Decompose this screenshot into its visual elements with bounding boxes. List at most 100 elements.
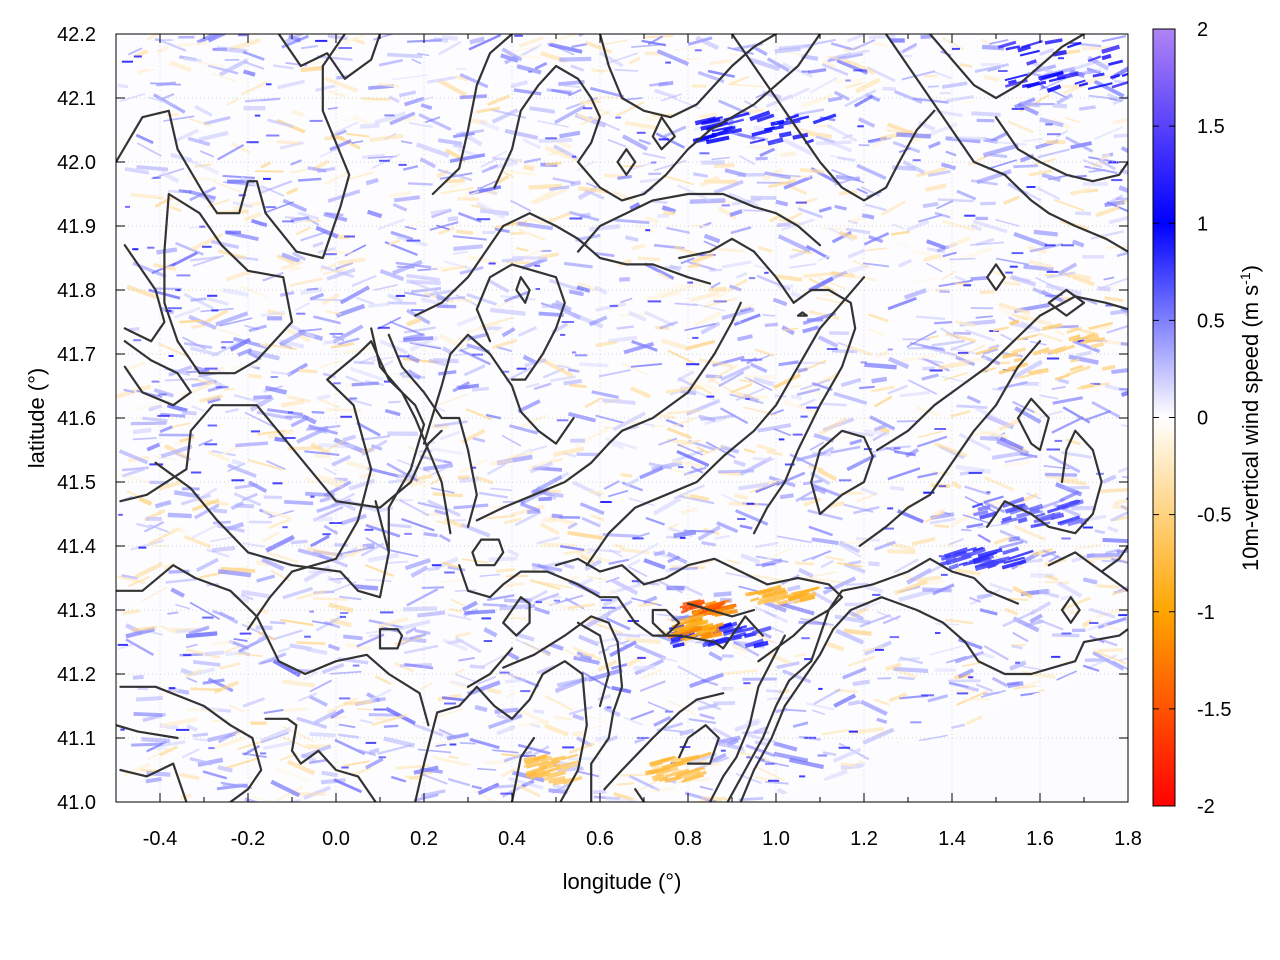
wind-speckle xyxy=(1014,406,1042,424)
wind-speckle xyxy=(295,226,311,236)
wind-speckle xyxy=(563,563,575,570)
wind-speckle xyxy=(136,68,148,75)
wind-speckle xyxy=(360,123,380,129)
wind-speckle xyxy=(156,81,177,87)
wind-speckle xyxy=(692,302,726,312)
wind-speckle xyxy=(834,204,847,211)
wind-speckle xyxy=(486,594,515,602)
wind-speckle xyxy=(456,129,485,136)
hotspot-positive xyxy=(727,118,745,126)
wind-speckle xyxy=(1011,252,1024,255)
wind-speckle xyxy=(517,784,541,798)
wind-speckle xyxy=(654,88,677,100)
wind-speckle xyxy=(588,315,608,327)
wind-speckle xyxy=(243,105,266,111)
wind-speckle xyxy=(1013,685,1037,690)
wind-speckle xyxy=(117,643,129,646)
wind-speckle xyxy=(956,692,969,695)
wind-speckle xyxy=(203,309,229,325)
wind-speckle xyxy=(928,141,941,149)
wind-speckle xyxy=(1110,507,1128,523)
wind-speckle xyxy=(783,400,818,415)
wind-speckle xyxy=(998,70,1008,72)
wind-speckle xyxy=(441,696,465,702)
wind-speckle xyxy=(404,557,431,571)
wind-speckle xyxy=(795,561,814,566)
wind-speckle xyxy=(899,43,917,55)
wind-speckle xyxy=(286,395,312,403)
wind-speckle xyxy=(907,379,938,395)
wind-speckle xyxy=(196,34,228,45)
heatmap-field xyxy=(116,34,1128,802)
wind-speckle xyxy=(924,511,944,523)
hotspot-negative xyxy=(523,761,540,768)
wind-speckle xyxy=(467,680,501,697)
wind-speckle xyxy=(696,446,709,454)
wind-speckle xyxy=(802,311,837,325)
wind-speckle xyxy=(371,713,407,727)
wind-speckle xyxy=(650,580,669,588)
wind-speckle xyxy=(743,682,751,685)
wind-speckle xyxy=(190,255,220,262)
wind-speckle xyxy=(564,261,593,269)
hotspot-negative xyxy=(705,600,717,607)
wind-speckle xyxy=(435,743,447,747)
wind-speckle xyxy=(589,513,605,522)
wind-speckle xyxy=(760,631,772,640)
wind-speckle xyxy=(469,737,500,750)
wind-speckle xyxy=(323,467,337,476)
hotspot-positive xyxy=(1009,505,1029,515)
wind-speckle xyxy=(843,273,877,282)
wind-speckle xyxy=(394,195,421,203)
wind-speckle xyxy=(562,746,575,749)
wind-speckle xyxy=(409,633,427,640)
wind-speckle xyxy=(864,203,887,212)
wind-speckle xyxy=(630,243,646,251)
wind-speckle xyxy=(406,317,422,327)
wind-speckle xyxy=(880,200,906,217)
wind-speckle xyxy=(156,247,178,255)
colorbar-tick-label: -1 xyxy=(1197,602,1215,624)
wind-speckle xyxy=(740,358,763,362)
wind-speckle xyxy=(995,218,1020,227)
wind-speckle xyxy=(504,617,527,620)
wind-speckle xyxy=(305,744,330,748)
wind-speckle xyxy=(202,616,214,619)
x-axis-ticks: -0.4 -0.2 0.0 0.2 0.4 0.6 0.8 1.0 1.2 1.4 1.6 1.8 xyxy=(115,34,1142,850)
wind-speckle xyxy=(436,707,465,719)
wind-speckle xyxy=(351,274,377,288)
wind-speckle xyxy=(563,379,582,386)
wind-speckle xyxy=(263,708,284,714)
wind-speckle xyxy=(948,679,981,683)
wind-speckle xyxy=(676,370,695,382)
wind-speckle xyxy=(380,611,394,614)
wind-speckle xyxy=(929,644,964,656)
wind-speckle xyxy=(275,767,311,783)
wind-speckle xyxy=(535,601,543,604)
wind-speckle xyxy=(554,104,586,125)
wind-speckle xyxy=(1069,42,1082,45)
wind-speckle xyxy=(686,363,700,366)
wind-speckle xyxy=(289,266,302,271)
hotspot-negative xyxy=(787,590,809,602)
wind-speckle xyxy=(980,354,1001,366)
wind-speckle xyxy=(309,119,323,122)
x-tick-label: 1.2 xyxy=(850,828,878,850)
wind-speckle xyxy=(238,194,246,197)
hotspot-negative xyxy=(1011,347,1027,355)
wind-speckle xyxy=(231,142,251,155)
wind-speckle xyxy=(168,422,191,429)
wind-speckle xyxy=(408,121,434,128)
wind-speckle xyxy=(568,88,582,97)
wind-speckle xyxy=(577,770,600,778)
wind-speckle xyxy=(317,474,345,486)
wind-speckle xyxy=(684,322,716,332)
wind-speckle xyxy=(980,201,996,206)
wind-speckle xyxy=(862,645,884,653)
wind-speckle xyxy=(352,115,372,126)
wind-speckle xyxy=(744,100,758,109)
wind-speckle xyxy=(986,491,991,494)
wind-speckle xyxy=(506,170,536,176)
wind-speckle xyxy=(146,740,168,753)
wind-speckle xyxy=(764,322,779,328)
